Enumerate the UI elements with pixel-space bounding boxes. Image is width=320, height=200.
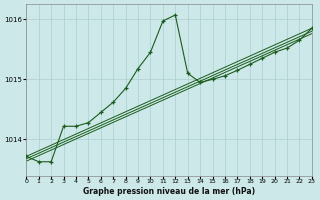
X-axis label: Graphe pression niveau de la mer (hPa): Graphe pression niveau de la mer (hPa) [83,187,255,196]
